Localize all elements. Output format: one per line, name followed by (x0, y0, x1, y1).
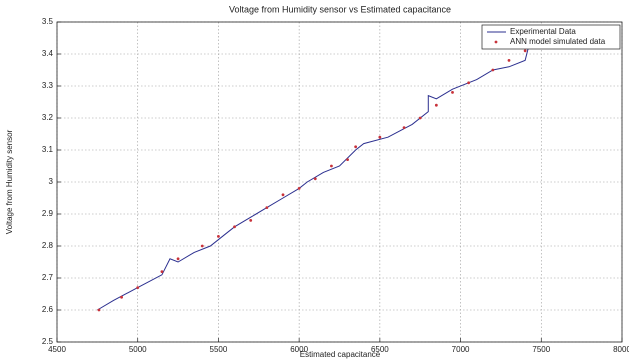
data-point (402, 126, 406, 129)
data-point (217, 235, 220, 238)
x-tick-label: 4500 (48, 345, 66, 354)
data-point (297, 187, 301, 190)
y-tick-label: 3.3 (42, 81, 54, 90)
y-tick-label: 3.2 (42, 113, 54, 122)
data-point (176, 257, 180, 261)
data-point (330, 164, 333, 168)
y-tick-label: 2.6 (42, 305, 54, 314)
x-tick-label: 7000 (452, 345, 470, 354)
data-point (160, 270, 164, 273)
x-tick-label: 5500 (210, 345, 228, 354)
axes-frame (56, 21, 623, 343)
x-tick-label: 7500 (532, 345, 550, 354)
data-point (249, 219, 253, 222)
data-point (313, 177, 317, 181)
x-tick-label: 8000 (613, 345, 629, 354)
legend-label: Experimental Data (510, 27, 576, 36)
data-point (346, 158, 349, 162)
x-tick-label: 5000 (129, 345, 147, 354)
legend-label: ANN model simulated data (510, 37, 606, 46)
data-point (467, 81, 471, 85)
data-line (97, 47, 529, 311)
data-point (281, 193, 285, 197)
data-point (491, 68, 495, 72)
data-point (354, 145, 358, 149)
data-point (434, 103, 438, 107)
y-tick-label: 3.4 (42, 49, 54, 58)
x-axis-label: Estimated capacitance (300, 350, 381, 359)
data-point (265, 206, 269, 210)
y-tick-label: 3.1 (42, 145, 54, 154)
y-tick-label: 3.5 (42, 17, 54, 26)
x-tick-label: 6500 (371, 345, 389, 354)
plot-area (57, 22, 622, 342)
legend-box (481, 24, 621, 50)
data-point (523, 49, 527, 53)
y-tick-label: 3 (49, 177, 54, 186)
y-tick-label: 2.8 (42, 241, 54, 250)
data-point (233, 225, 236, 229)
data-point (120, 295, 123, 299)
data-point (97, 308, 101, 312)
y-axis-label: Voltage from Humidity sensor (5, 129, 14, 234)
y-tick-label: 2.9 (42, 209, 54, 218)
x-tick-label: 6000 (290, 345, 308, 354)
data-point (418, 116, 422, 120)
legend-marker (494, 40, 498, 44)
data-point (200, 244, 204, 248)
y-tick-label: 2.5 (42, 337, 54, 346)
data-point (451, 91, 454, 94)
data-point (507, 59, 511, 62)
y-tick-label: 2.7 (42, 273, 54, 282)
data-point (136, 286, 140, 289)
chart-title: Voltage from Humidity sensor vs Estimate… (229, 4, 451, 14)
data-point (378, 135, 382, 139)
